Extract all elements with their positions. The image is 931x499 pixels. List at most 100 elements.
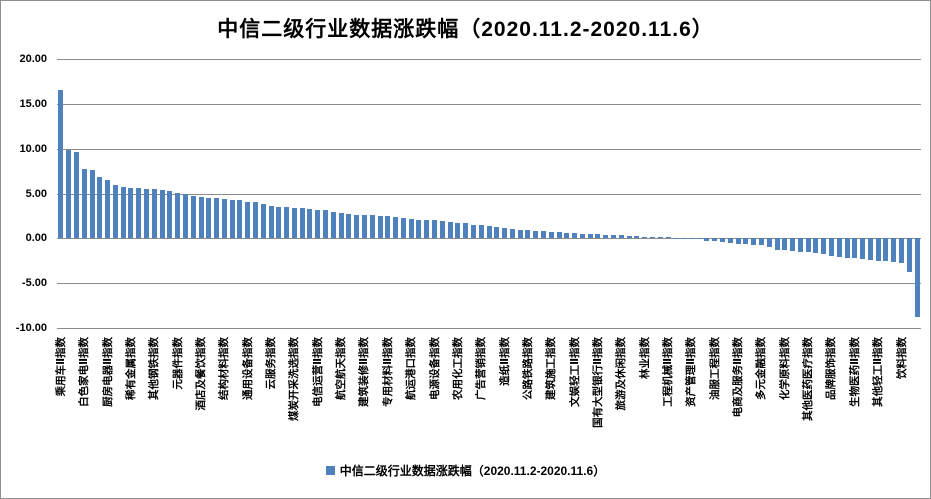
bar — [720, 238, 725, 243]
legend-swatch-icon — [325, 465, 335, 475]
x-tick-label: 旅游及休闲指数 — [615, 337, 628, 411]
bar — [673, 237, 679, 239]
y-tick-label: 15.00 — [19, 97, 47, 110]
bar — [346, 214, 352, 239]
y-tick-label: 20.00 — [19, 53, 47, 65]
bar — [875, 238, 881, 261]
bar — [572, 233, 578, 239]
bar — [463, 223, 469, 239]
bar — [533, 230, 539, 239]
x-tick-label: 其他轻工Ⅱ指数 — [872, 337, 885, 407]
x-tick-label: 品牌服饰指数 — [825, 337, 838, 400]
bar — [252, 202, 258, 239]
bar — [634, 236, 640, 239]
bar — [540, 231, 546, 239]
bar — [906, 238, 912, 272]
bar — [221, 198, 227, 239]
y-tick-label: 5.00 — [25, 187, 47, 200]
x-tick-label: 建筑装修Ⅱ指数 — [358, 337, 371, 407]
bar — [844, 238, 850, 258]
gridline — [57, 193, 921, 195]
x-tick-label: 生物医药Ⅱ指数 — [848, 337, 861, 407]
bar — [556, 232, 562, 239]
x-tick-label: 其他医药医疗指数 — [802, 337, 815, 421]
x-tick-label: 白色家电Ⅱ指数 — [78, 337, 91, 407]
gridline — [57, 238, 921, 240]
gridline — [57, 148, 921, 150]
x-tick-label: 化学原料指数 — [778, 337, 791, 400]
bar — [813, 238, 819, 253]
bar — [198, 196, 204, 239]
chart-title: 中信二级行业数据涨跌幅（2020.11.2-2020.11.6） — [217, 18, 714, 41]
bar — [494, 227, 500, 239]
bar — [369, 215, 375, 239]
bar — [852, 238, 858, 259]
bar — [502, 228, 508, 239]
x-tick-label: 电源设备指数 — [428, 337, 441, 400]
bar — [649, 236, 655, 239]
plot-area — [57, 59, 921, 329]
x-tick-label: 油服工程指数 — [708, 337, 721, 400]
x-tick-label: 电信运营Ⅱ指数 — [311, 337, 324, 407]
x-tick-label: 公路铁路指数 — [521, 337, 534, 400]
bar — [486, 225, 492, 239]
bar — [548, 232, 554, 239]
bar — [229, 199, 235, 239]
x-tick-label: 建筑施工指数 — [545, 337, 558, 400]
bar — [408, 219, 414, 239]
x-axis-labels: 乘用车Ⅱ指数 白色家电Ⅱ指数 厨房电器Ⅱ指数 稀有金属指数 其他钢铁指数 元器件指数 酒店及… — [1, 337, 930, 467]
bar — [307, 208, 313, 239]
x-tick-label: 稀有金属指数 — [124, 337, 137, 400]
bar — [330, 211, 336, 239]
bar — [105, 180, 111, 239]
bar — [175, 192, 181, 239]
bar — [338, 213, 344, 239]
x-tick-label: 饮料指数 — [895, 337, 908, 379]
bar — [136, 188, 142, 239]
bar — [891, 238, 897, 262]
bar — [385, 216, 391, 239]
legend-label: 中信二级行业数据涨跌幅（2020.11.2-2020.11.6） — [339, 463, 606, 478]
x-tick-label: 乘用车Ⅱ指数 — [54, 337, 67, 397]
bar — [260, 204, 266, 239]
bar — [782, 238, 788, 251]
x-tick-label: 航运港口指数 — [405, 337, 418, 400]
y-tick-label: -5.00 — [21, 277, 47, 290]
x-tick-label: 元器件指数 — [171, 337, 184, 390]
x-tick-label: 通用设备指数 — [241, 337, 254, 400]
bar — [214, 198, 220, 239]
bar — [704, 238, 710, 241]
bar — [478, 225, 484, 239]
bar — [237, 200, 243, 239]
x-tick-label: 资产管理Ⅱ指数 — [685, 337, 698, 407]
bar — [611, 234, 617, 239]
bar — [899, 238, 905, 263]
bar — [766, 238, 772, 248]
bar — [432, 220, 437, 239]
bar — [276, 206, 282, 239]
legend: 中信二级行业数据涨跌幅（2020.11.2-2020.11.6） — [1, 462, 930, 478]
x-tick-label: 国有大型银行Ⅱ指数 — [591, 337, 604, 428]
bar — [867, 238, 873, 260]
bar — [315, 209, 321, 239]
bar — [564, 232, 570, 239]
x-tick-label: 电商及服务Ⅱ指数 — [732, 337, 745, 418]
bar — [517, 229, 523, 239]
bar — [112, 184, 118, 239]
bar — [470, 224, 476, 239]
bar — [416, 219, 422, 239]
bar — [81, 169, 87, 239]
gridline — [57, 103, 921, 105]
bar — [797, 238, 803, 252]
bar — [735, 238, 741, 244]
bar — [642, 236, 648, 239]
x-tick-label: 广告营销指数 — [475, 337, 488, 400]
bar — [361, 215, 367, 239]
bar — [323, 210, 329, 239]
bar — [354, 214, 360, 239]
x-tick-label: 工程机械Ⅱ指数 — [662, 337, 675, 407]
bar — [587, 233, 593, 239]
bar — [805, 238, 811, 253]
bar — [603, 234, 609, 239]
